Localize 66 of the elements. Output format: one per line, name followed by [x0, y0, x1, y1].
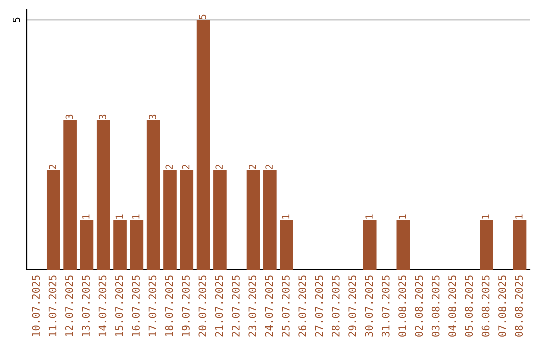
data-label: 2 — [182, 164, 190, 170]
data-label: 2 — [216, 164, 223, 170]
bar — [80, 220, 94, 270]
x-tick-label: 05.08.2025 — [465, 276, 474, 337]
bar — [64, 120, 77, 270]
bar — [96, 120, 110, 270]
data-label: 5 — [199, 14, 206, 20]
x-tick-label: 27.07.2025 — [315, 276, 324, 337]
x-tick-label: 31.07.2025 — [382, 276, 390, 337]
x-tick-label: 30.07.2025 — [365, 276, 374, 337]
x-tick-label: 24.07.2025 — [265, 276, 274, 337]
data-label: 2 — [266, 164, 273, 170]
x-tick-label: 22.07.2025 — [232, 276, 240, 337]
x-tick-label: 25.07.2025 — [282, 276, 290, 337]
bar — [146, 120, 160, 270]
x-tick-label: 13.07.2025 — [82, 276, 90, 336]
x-tick-label: 01.08.2025 — [398, 276, 406, 337]
x-tick-label: 04.08.2025 — [448, 276, 456, 337]
x-tick-label: 20.07.2025 — [198, 276, 207, 337]
bar — [280, 220, 294, 270]
x-tick-label: 18.07.2025 — [165, 276, 174, 336]
x-tick-label: 10.07.2025 — [32, 276, 40, 336]
bar — [480, 220, 494, 270]
x-tick-label: 19.07.2025 — [182, 276, 190, 336]
bar — [363, 220, 377, 270]
x-tick-label: 07.08.2025 — [498, 276, 506, 337]
x-tick-label: 29.07.2025 — [348, 276, 356, 337]
x-tick-label: 08.08.2025 — [515, 276, 524, 337]
data-label: 3 — [149, 114, 156, 120]
data-label: 1 — [116, 214, 123, 219]
x-tick-label: 12.07.2025 — [65, 276, 74, 336]
data-label: 1 — [482, 214, 490, 219]
data-label: 1 — [282, 214, 290, 219]
bar — [46, 170, 60, 270]
data-label: 1 — [399, 214, 406, 219]
bar — [246, 170, 260, 270]
x-tick-label: 17.07.2025 — [148, 276, 157, 336]
data-label: 3 — [66, 114, 74, 120]
data-label: 1 — [366, 214, 373, 219]
x-tick-label: 15.07.2025 — [115, 276, 124, 336]
x-tick-label: 28.07.2025 — [332, 276, 340, 337]
data-label: 2 — [49, 164, 56, 170]
bar — [214, 170, 227, 270]
bar — [180, 170, 194, 270]
bar — [513, 220, 527, 270]
x-tick-label: 14.07.2025 — [98, 276, 107, 336]
bar — [114, 220, 127, 270]
data-label: 3 — [99, 114, 106, 120]
x-tick-label: 16.07.2025 — [132, 276, 140, 336]
data-label: 1 — [132, 214, 140, 219]
x-tick-label: 21.07.2025 — [215, 276, 224, 337]
data-label: 1 — [82, 214, 90, 219]
x-tick-label: 06.08.2025 — [482, 276, 490, 337]
data-label: 2 — [249, 164, 256, 170]
bar — [196, 20, 210, 270]
x-tick-label: 26.07.2025 — [298, 276, 307, 337]
x-tick-label: 23.07.2025 — [248, 276, 257, 337]
x-tick-label: 03.08.2025 — [432, 276, 440, 337]
data-label: 1 — [516, 214, 523, 219]
x-tick-label: 11.07.2025 — [48, 276, 57, 336]
x-tick-label: 02.08.2025 — [415, 276, 424, 337]
bar — [264, 170, 277, 270]
bar — [396, 220, 410, 270]
bar — [130, 220, 144, 270]
data-label: 2 — [166, 164, 173, 170]
bar — [164, 170, 177, 270]
